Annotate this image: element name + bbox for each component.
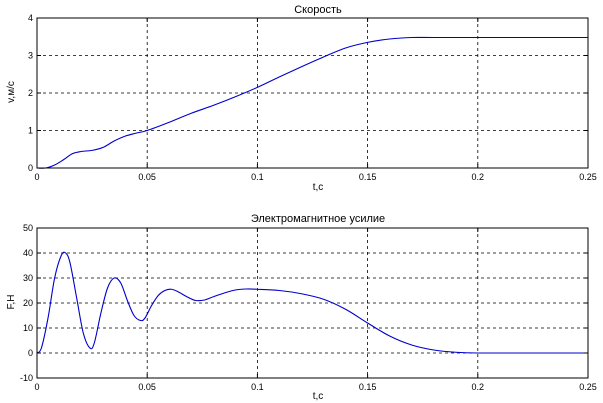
force-chart: Электромагнитное усилие t,c F,H 0 0.05 0.1… [6, 213, 597, 402]
force-chart-x-tick-label: 0.15 [359, 382, 377, 392]
velocity-chart-x-tick-label: 0.25 [579, 172, 597, 182]
velocity-chart-x-tick-label: 0.15 [359, 172, 377, 182]
force-chart-y-ticks: -10 0 10 20 30 40 50 [20, 223, 588, 383]
velocity-chart-series-line [36, 36, 588, 169]
velocity-chart-series [36, 36, 588, 169]
force-chart-series-line [36, 251, 588, 354]
force-chart-y-tick-label: 20 [23, 298, 33, 308]
force-chart-y-tick-label: 0 [28, 348, 33, 358]
velocity-chart-y-tick-label: 3 [28, 51, 33, 61]
velocity-chart-ylabel: v,м/с [6, 81, 17, 103]
force-chart-y-tick-label: -10 [20, 373, 33, 383]
force-chart-x-tick-label: 0.25 [579, 382, 597, 392]
force-chart-title: Электромагнитное усилие [251, 213, 385, 225]
velocity-chart-y-tick-label: 1 [28, 126, 33, 136]
force-chart-x-tick-label: 0.05 [138, 382, 156, 392]
velocity-chart-y-tick-label: 2 [28, 88, 33, 98]
force-chart-y-tick-label: 40 [23, 248, 33, 258]
force-chart-x-tick-label: 0.2 [472, 382, 485, 392]
velocity-chart-xlabel: t,c [313, 182, 324, 193]
velocity-chart-x-tick-label: 0.2 [472, 172, 485, 182]
velocity-chart: Скорость t,c v,м/с 0 0.05 0.1 0.15 0.2 0.25 0… [6, 4, 597, 193]
force-chart-x-tick-label: 0.1 [251, 382, 264, 392]
velocity-chart-y-tick-label: 4 [28, 13, 33, 23]
velocity-chart-x-tick-label: 0.05 [138, 172, 156, 182]
force-chart-x-ticks: 0 0.05 0.1 0.15 0.2 0.25 [34, 228, 597, 392]
velocity-chart-x-tick-label: 0 [34, 172, 39, 182]
force-chart-x-tick-label: 0 [34, 382, 39, 392]
velocity-chart-x-tick-label: 0.1 [251, 172, 264, 182]
force-chart-y-tick-label: 50 [23, 223, 33, 233]
velocity-chart-x-ticks: 0 0.05 0.1 0.15 0.2 0.25 [34, 18, 597, 182]
force-chart-ylabel: F,H [6, 295, 17, 310]
force-chart-xlabel: t,c [313, 391, 324, 402]
velocity-chart-y-ticks: 0 1 2 3 4 [28, 13, 588, 173]
velocity-chart-grid [37, 18, 588, 168]
force-chart-y-tick-label: 30 [23, 273, 33, 283]
velocity-chart-title: Скорость [294, 4, 342, 16]
force-chart-series [36, 251, 588, 354]
velocity-chart-y-tick-label: 0 [28, 163, 33, 173]
force-chart-y-tick-label: 10 [23, 323, 33, 333]
